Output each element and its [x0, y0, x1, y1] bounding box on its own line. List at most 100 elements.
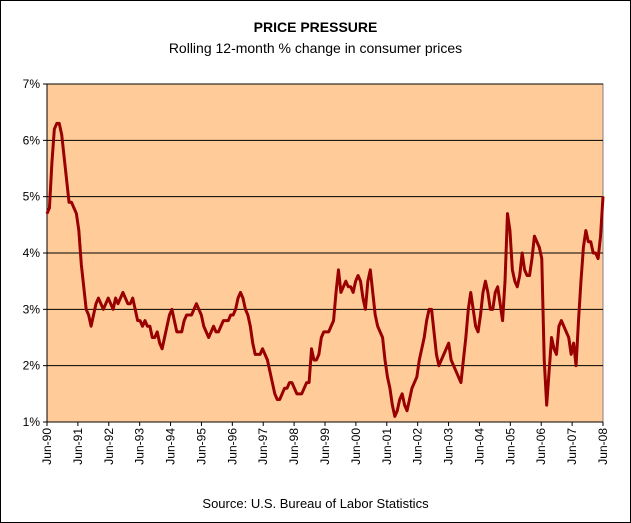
data-point [100, 302, 102, 305]
data-point [296, 393, 298, 395]
data-point [450, 359, 452, 361]
data-point [261, 347, 264, 350]
data-point [85, 308, 87, 311]
data-point [406, 409, 408, 412]
data-point [58, 122, 61, 125]
data-point [193, 308, 195, 311]
data-point [195, 302, 198, 305]
data-point [149, 325, 151, 328]
data-point [63, 156, 65, 159]
data-point [327, 331, 330, 333]
data-point [465, 336, 467, 339]
data-point [531, 257, 533, 260]
data-point [308, 381, 310, 384]
data-point [599, 235, 602, 237]
data-point [112, 308, 114, 311]
data-point [494, 291, 497, 294]
data-point [239, 291, 242, 294]
data-point [572, 342, 575, 344]
data-point [479, 314, 482, 316]
data-point [185, 314, 188, 316]
data-point [580, 280, 582, 282]
y-tick-label: 2% [23, 359, 41, 373]
data-point [220, 325, 222, 328]
data-point [229, 314, 232, 316]
data-point [205, 331, 208, 333]
x-tick-label: Jun-97 [256, 428, 270, 465]
x-tick-label: Jun-00 [349, 428, 363, 465]
data-point [550, 336, 553, 339]
data-point [303, 387, 305, 390]
data-point [60, 133, 63, 136]
data-point [452, 364, 455, 367]
data-point [75, 212, 78, 215]
data-point [425, 319, 428, 322]
x-tick-label: Jun-01 [380, 428, 394, 465]
data-point [585, 229, 587, 232]
data-point [122, 291, 124, 294]
y-tick-label: 6% [23, 133, 41, 147]
data-point [104, 302, 107, 305]
x-axis-ticks: Jun-90 Jun-91 Jun-92 Jun-93 Jun-94 Jun-95 Jun-… [40, 422, 610, 465]
data-point [347, 286, 350, 288]
data-point [244, 308, 247, 311]
x-tick-label: Jun-90 [40, 428, 54, 465]
data-point [413, 381, 416, 384]
chart-source: Source: U.S. Bureau of Labor Statistics [202, 496, 429, 511]
data-point [337, 269, 340, 271]
x-tick-label: Jun-07 [565, 428, 579, 465]
data-point [440, 359, 443, 361]
data-point [80, 263, 83, 266]
data-point [163, 336, 166, 339]
data-point [151, 336, 154, 339]
x-tick-label: Jun-02 [411, 428, 425, 465]
data-point [423, 336, 426, 339]
data-point [536, 240, 538, 243]
data-point [420, 347, 423, 350]
data-point [210, 331, 212, 333]
data-point [369, 269, 372, 271]
data-point [212, 325, 215, 328]
data-point [320, 336, 323, 339]
data-point [207, 336, 210, 339]
data-point [134, 308, 136, 311]
chart-subtitle: Rolling 12-month % change in consumer pr… [168, 40, 463, 56]
x-tick-label: Jun-99 [318, 428, 332, 465]
data-point [249, 325, 252, 328]
data-point [374, 314, 377, 316]
data-point [418, 359, 421, 361]
data-point [200, 314, 203, 316]
data-point [438, 364, 440, 367]
data-point [563, 325, 565, 328]
data-point [234, 308, 237, 311]
data-point [555, 353, 558, 356]
data-point [242, 297, 244, 299]
data-point [340, 291, 342, 294]
data-point [232, 314, 234, 316]
data-point [357, 274, 359, 277]
data-point [511, 269, 514, 271]
x-tick-label: Jun-91 [71, 428, 85, 465]
data-point [90, 325, 92, 328]
data-point [367, 280, 369, 282]
data-point [117, 302, 119, 305]
x-tick-label: Jun-06 [534, 428, 548, 465]
data-point [575, 364, 577, 367]
data-point [325, 331, 328, 333]
data-point [442, 353, 445, 356]
data-point [198, 308, 200, 311]
data-point [462, 359, 465, 361]
chart-title: PRICE PRESSURE [253, 19, 378, 35]
data-point [51, 162, 53, 164]
data-point [273, 393, 276, 395]
data-point [102, 308, 105, 311]
data-point [259, 353, 261, 356]
data-point [168, 314, 171, 316]
data-point [506, 212, 509, 215]
x-tick-label: Jun-95 [194, 428, 208, 465]
data-point [521, 252, 523, 254]
data-point [597, 257, 599, 260]
data-point [215, 331, 217, 333]
data-point [95, 302, 97, 305]
data-point [288, 381, 291, 384]
